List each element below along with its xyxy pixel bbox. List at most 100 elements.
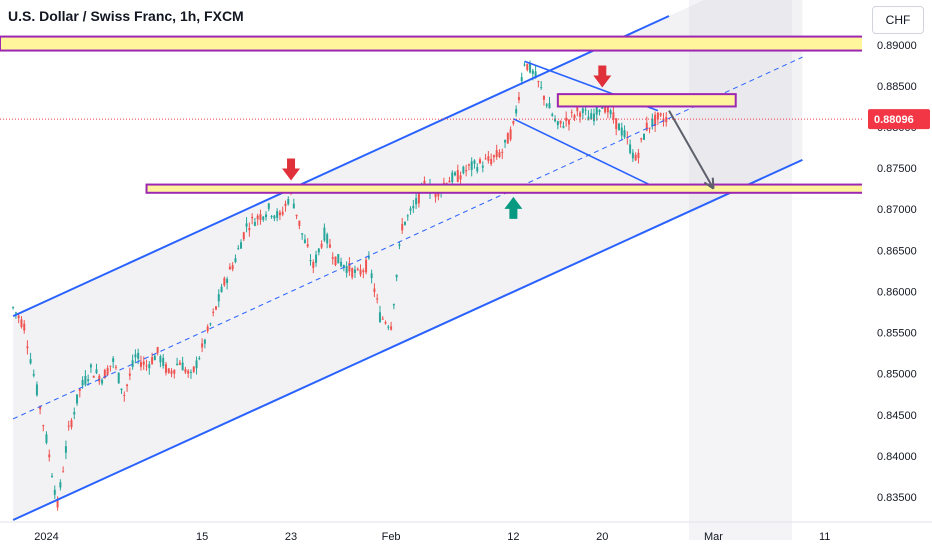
candle-body bbox=[328, 244, 331, 248]
candle-body bbox=[334, 256, 337, 266]
channel-lower-line[interactable] bbox=[12, 158, 803, 521]
candle-body bbox=[20, 319, 23, 328]
arrow-down-icon bbox=[282, 158, 301, 181]
time-tick-label: 15 bbox=[196, 531, 208, 543]
price-axis-background bbox=[862, 0, 932, 550]
time-axis[interactable]: 2024 15 23 Feb 12 20 Mar 11 bbox=[0, 521, 932, 543]
channel-mid-line[interactable] bbox=[12, 56, 803, 420]
candle-body bbox=[337, 254, 340, 264]
background-layer bbox=[689, 0, 792, 540]
candle-body bbox=[501, 151, 504, 153]
candle-body bbox=[162, 358, 165, 366]
candle-body bbox=[531, 70, 534, 74]
candle-body bbox=[359, 269, 362, 275]
candle-body bbox=[56, 499, 59, 508]
candle-body bbox=[456, 170, 459, 182]
candle-body bbox=[284, 203, 287, 207]
candle-body bbox=[470, 161, 473, 171]
candle-body bbox=[403, 221, 406, 225]
candle-body bbox=[345, 265, 348, 273]
small-resistance-zone[interactable] bbox=[556, 93, 737, 108]
time-tick-label: Feb bbox=[382, 531, 401, 543]
price-tick-label: 0.86000 bbox=[877, 286, 917, 298]
candle-body bbox=[253, 222, 256, 226]
candle-body bbox=[109, 365, 112, 367]
price-axis[interactable]: 0.890000.885000.880000.875000.870000.865… bbox=[862, 0, 932, 550]
candle-body bbox=[212, 311, 215, 313]
candle-body bbox=[504, 139, 507, 143]
candle-body bbox=[365, 259, 368, 273]
price-tick-label: 0.89000 bbox=[877, 40, 917, 52]
candle-body bbox=[595, 104, 598, 115]
resistance-zone[interactable] bbox=[0, 35, 871, 52]
candle-body bbox=[487, 156, 490, 161]
candle-body bbox=[409, 208, 412, 211]
candle-body bbox=[548, 103, 551, 109]
candle-body bbox=[620, 127, 623, 136]
forecast-line[interactable] bbox=[668, 110, 715, 190]
candle-body bbox=[303, 239, 306, 244]
candle-body bbox=[473, 160, 476, 164]
candle-body bbox=[256, 215, 259, 220]
arrow-up-icon bbox=[504, 196, 523, 219]
time-tick-label: 23 bbox=[285, 531, 297, 543]
candle-body bbox=[579, 112, 582, 117]
drawing-annotations[interactable] bbox=[0, 15, 872, 521]
candle-body bbox=[406, 215, 409, 217]
candle-body bbox=[592, 113, 595, 122]
candle-body bbox=[395, 274, 398, 278]
candle-body bbox=[637, 152, 640, 159]
candle-body bbox=[598, 110, 601, 113]
candle-body bbox=[67, 425, 70, 427]
candle-body bbox=[167, 368, 170, 373]
candle-body bbox=[465, 170, 468, 172]
candle-body bbox=[73, 412, 76, 415]
candle-body bbox=[209, 323, 212, 325]
candle-body bbox=[187, 370, 190, 374]
candle-body bbox=[220, 286, 223, 293]
candle-body bbox=[137, 352, 140, 359]
candle-body bbox=[84, 375, 87, 385]
candle-body bbox=[301, 233, 304, 235]
candle-body bbox=[76, 394, 79, 404]
channel-upper-line[interactable] bbox=[12, 15, 670, 318]
candle-body bbox=[495, 150, 498, 158]
candle-body bbox=[376, 298, 379, 300]
projection-area bbox=[689, 0, 792, 540]
currency-button[interactable]: CHF bbox=[872, 6, 924, 34]
support-zone[interactable] bbox=[145, 183, 872, 194]
small-channel-lower[interactable] bbox=[513, 118, 659, 190]
candle-body bbox=[476, 167, 479, 172]
candle-body bbox=[559, 120, 562, 124]
last-price-label: 0.88096 bbox=[874, 114, 914, 126]
candle-body bbox=[273, 215, 276, 219]
candle-body bbox=[153, 355, 156, 361]
candle-body bbox=[32, 373, 35, 376]
candle-body bbox=[498, 152, 501, 157]
candle-body bbox=[89, 364, 92, 368]
candle-body bbox=[484, 158, 487, 160]
candle-body bbox=[198, 358, 201, 360]
candle-body bbox=[259, 214, 262, 221]
candle-body bbox=[520, 77, 523, 82]
price-tick-label: 0.87500 bbox=[877, 163, 917, 175]
candle-body bbox=[234, 258, 237, 262]
candle-body bbox=[267, 203, 270, 209]
candle-body bbox=[181, 362, 184, 371]
price-tick-label: 0.84000 bbox=[877, 451, 917, 463]
candle-body bbox=[59, 482, 62, 488]
candle-body bbox=[240, 242, 243, 249]
candle-body bbox=[117, 372, 120, 384]
time-tick-label: Mar bbox=[704, 531, 723, 543]
candle-body bbox=[401, 223, 404, 231]
candle-body bbox=[245, 223, 248, 227]
candle-body bbox=[164, 364, 167, 373]
candle-body bbox=[515, 108, 518, 114]
candle-body bbox=[651, 118, 654, 126]
candle-body bbox=[381, 318, 384, 320]
candle-body bbox=[442, 182, 445, 184]
candle-body bbox=[156, 347, 159, 353]
candle-body bbox=[217, 294, 220, 302]
candle-body bbox=[542, 95, 545, 100]
